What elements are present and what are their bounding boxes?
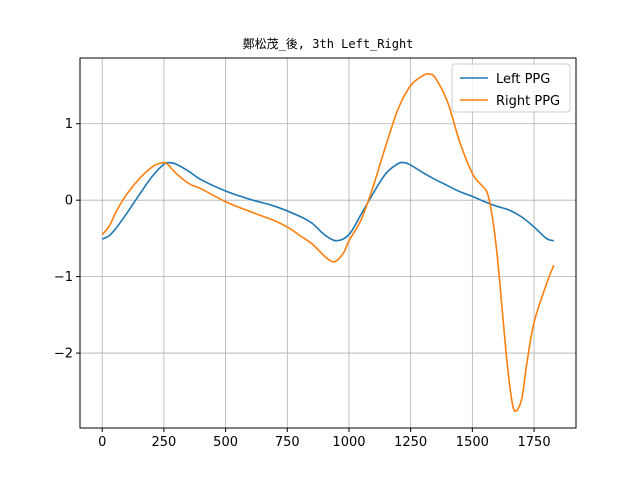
x-tick-label: 1000 xyxy=(332,435,365,450)
x-axis-ticks: 0 250 500 750 1000 1250 1500 1750 xyxy=(98,428,551,450)
series-line-left-ppg xyxy=(101,161,555,242)
x-tick-label: 1750 xyxy=(518,435,551,450)
x-tick-label: 250 xyxy=(151,435,176,450)
x-tick-label: 1500 xyxy=(456,435,489,450)
y-tick-label: 1 xyxy=(65,117,73,132)
legend-label-left-ppg: Left PPG xyxy=(496,72,550,87)
legend-label-right-ppg: Right PPG xyxy=(496,94,560,109)
y-tick-label: −2 xyxy=(54,347,73,362)
x-tick-label: 1250 xyxy=(394,435,427,450)
x-tick-label: 750 xyxy=(275,435,300,450)
legend: Left PPG Right PPG xyxy=(451,63,571,113)
y-tick-label: 0 xyxy=(65,194,73,209)
x-tick-label: 0 xyxy=(98,435,106,450)
grid-lines xyxy=(80,58,576,428)
chart-title: 鄭松茂_後, 3th Left_Right xyxy=(243,36,414,51)
axes-frame xyxy=(79,57,577,429)
x-tick-label: 500 xyxy=(213,435,238,450)
y-tick-label: −1 xyxy=(54,270,73,285)
series-line-right-ppg xyxy=(101,73,555,412)
y-axis-ticks: −2 −1 0 1 xyxy=(54,117,80,362)
series-layer xyxy=(101,73,555,412)
